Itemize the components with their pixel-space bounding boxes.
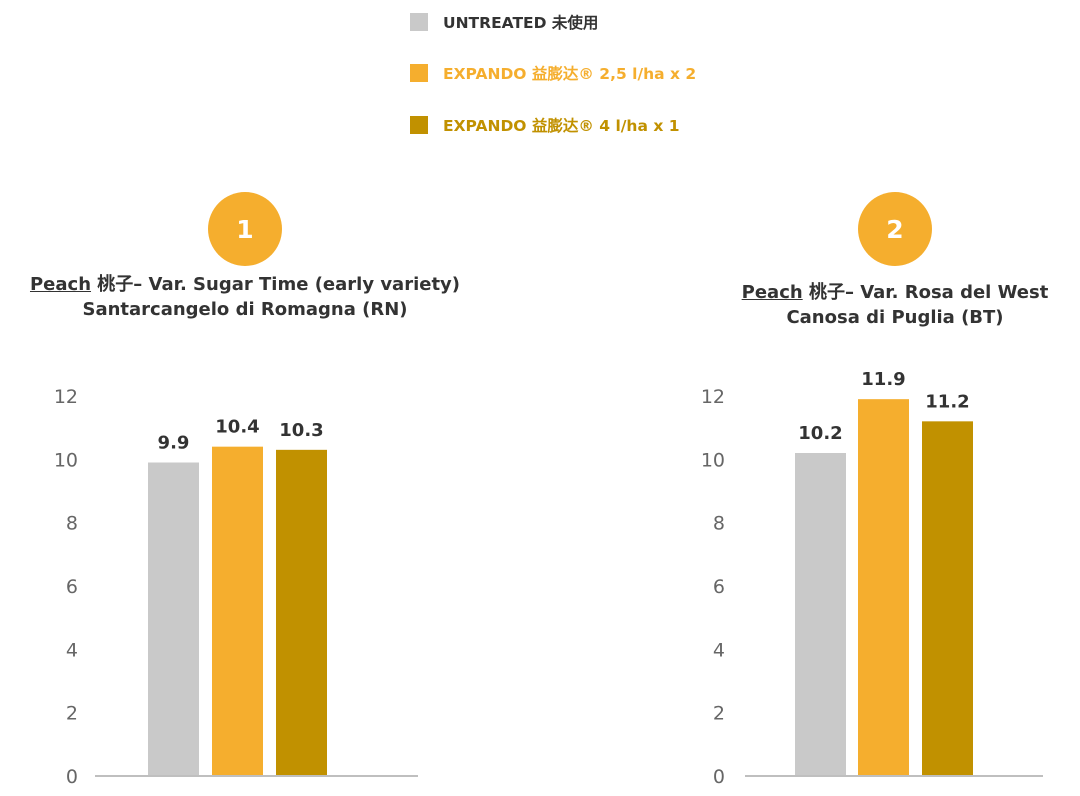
y-tick-label: 2 [713, 703, 725, 725]
chart-1: 0 2 4 6 8 10 12 9.9 10.4 10.3 [54, 386, 418, 788]
data-label: 11.9 [861, 369, 905, 390]
y-tick-label: 6 [713, 576, 725, 598]
y-tick-label: 10 [54, 449, 78, 471]
legend-item-untreated: UNTREATED 未使用 [410, 10, 598, 34]
y-tick-label: 8 [66, 513, 78, 535]
bar [858, 399, 909, 776]
data-label: 10.3 [279, 420, 323, 441]
legend-label-expando-2-5: EXPANDO 益膨达® 2,5 l/ha x 2 [443, 65, 697, 83]
data-label: 9.9 [158, 433, 190, 454]
panel-1-number-badge: 1 [208, 192, 282, 266]
panel-2-location: Canosa di Puglia (BT) [786, 307, 1004, 328]
legend-label-expando-4: EXPANDO 益膨达® 4 l/ha x 1 [443, 117, 680, 135]
chart-2: 0 2 4 6 8 10 12 10.2 11.9 11.2 [701, 369, 1043, 788]
panel-1-title: Peach 桃子– Var. Sugar Time (early variety… [0, 272, 490, 322]
panel-2-variety: 桃子– Var. Rosa del West [802, 282, 1049, 303]
panel-2-title-line: Peach 桃子– Var. Rosa del West [715, 280, 1075, 305]
legend-item-expando-2-5: EXPANDO 益膨达® 2,5 l/ha x 2 [410, 61, 696, 85]
panel-2-number-badge: 2 [858, 192, 932, 266]
y-tick-label: 10 [701, 449, 725, 471]
y-tick-label: 8 [713, 513, 725, 535]
y-tick-label: 12 [54, 386, 78, 408]
y-tick-label: 6 [66, 576, 78, 598]
y-tick-label: 12 [701, 386, 725, 408]
y-tick-label: 0 [713, 766, 725, 788]
legend-item-expando-4: EXPANDO 益膨达® 4 l/ha x 1 [410, 113, 680, 137]
bar [922, 421, 973, 776]
bar [795, 453, 846, 776]
legend-label-untreated: UNTREATED 未使用 [443, 14, 599, 32]
bar [276, 449, 327, 776]
y-tick-label: 2 [66, 703, 78, 725]
data-label: 10.2 [798, 423, 842, 444]
y-tick-label: 4 [713, 639, 725, 661]
bar [212, 446, 263, 776]
bar [148, 462, 199, 776]
legend-swatch-expando-4 [410, 116, 428, 134]
legend-swatch-expando-2-5 [410, 64, 428, 82]
panel-1-title-line: Peach 桃子– Var. Sugar Time (early variety… [0, 272, 490, 297]
legend-swatch-untreated [410, 13, 428, 31]
y-tick-label: 4 [66, 639, 78, 661]
panel-2-crop-name: Peach [741, 282, 803, 303]
panel-2-title: Peach 桃子– Var. Rosa del West Canosa di P… [715, 280, 1075, 330]
panel-1-variety: 桃子– Var. Sugar Time (early variety) [91, 274, 461, 295]
data-label: 11.2 [925, 391, 969, 412]
panel-1-crop-name: Peach [29, 274, 92, 295]
data-label: 10.4 [215, 417, 259, 438]
y-tick-label: 0 [66, 766, 78, 788]
panel-1-location: Santarcangelo di Romagna (RN) [82, 299, 408, 320]
